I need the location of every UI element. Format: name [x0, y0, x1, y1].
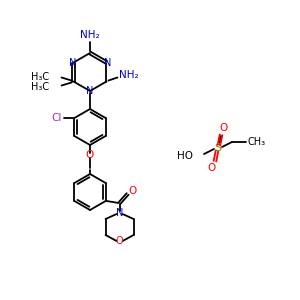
Text: H₃C: H₃C: [32, 71, 50, 82]
Text: NH₂: NH₂: [118, 70, 138, 80]
Text: O: O: [220, 123, 228, 133]
Text: H₃C: H₃C: [32, 82, 50, 92]
Text: NH₂: NH₂: [80, 30, 100, 40]
Text: HO: HO: [177, 151, 193, 161]
Text: O: O: [208, 163, 216, 173]
Text: S: S: [214, 143, 222, 153]
Text: N: N: [104, 58, 111, 68]
Text: Cl: Cl: [51, 113, 62, 123]
Text: O: O: [128, 186, 137, 196]
Text: N: N: [69, 58, 76, 68]
Text: O: O: [116, 236, 123, 246]
Text: N: N: [116, 208, 123, 218]
Text: O: O: [86, 150, 94, 160]
Text: CH₃: CH₃: [248, 137, 266, 147]
Text: N: N: [86, 86, 94, 96]
